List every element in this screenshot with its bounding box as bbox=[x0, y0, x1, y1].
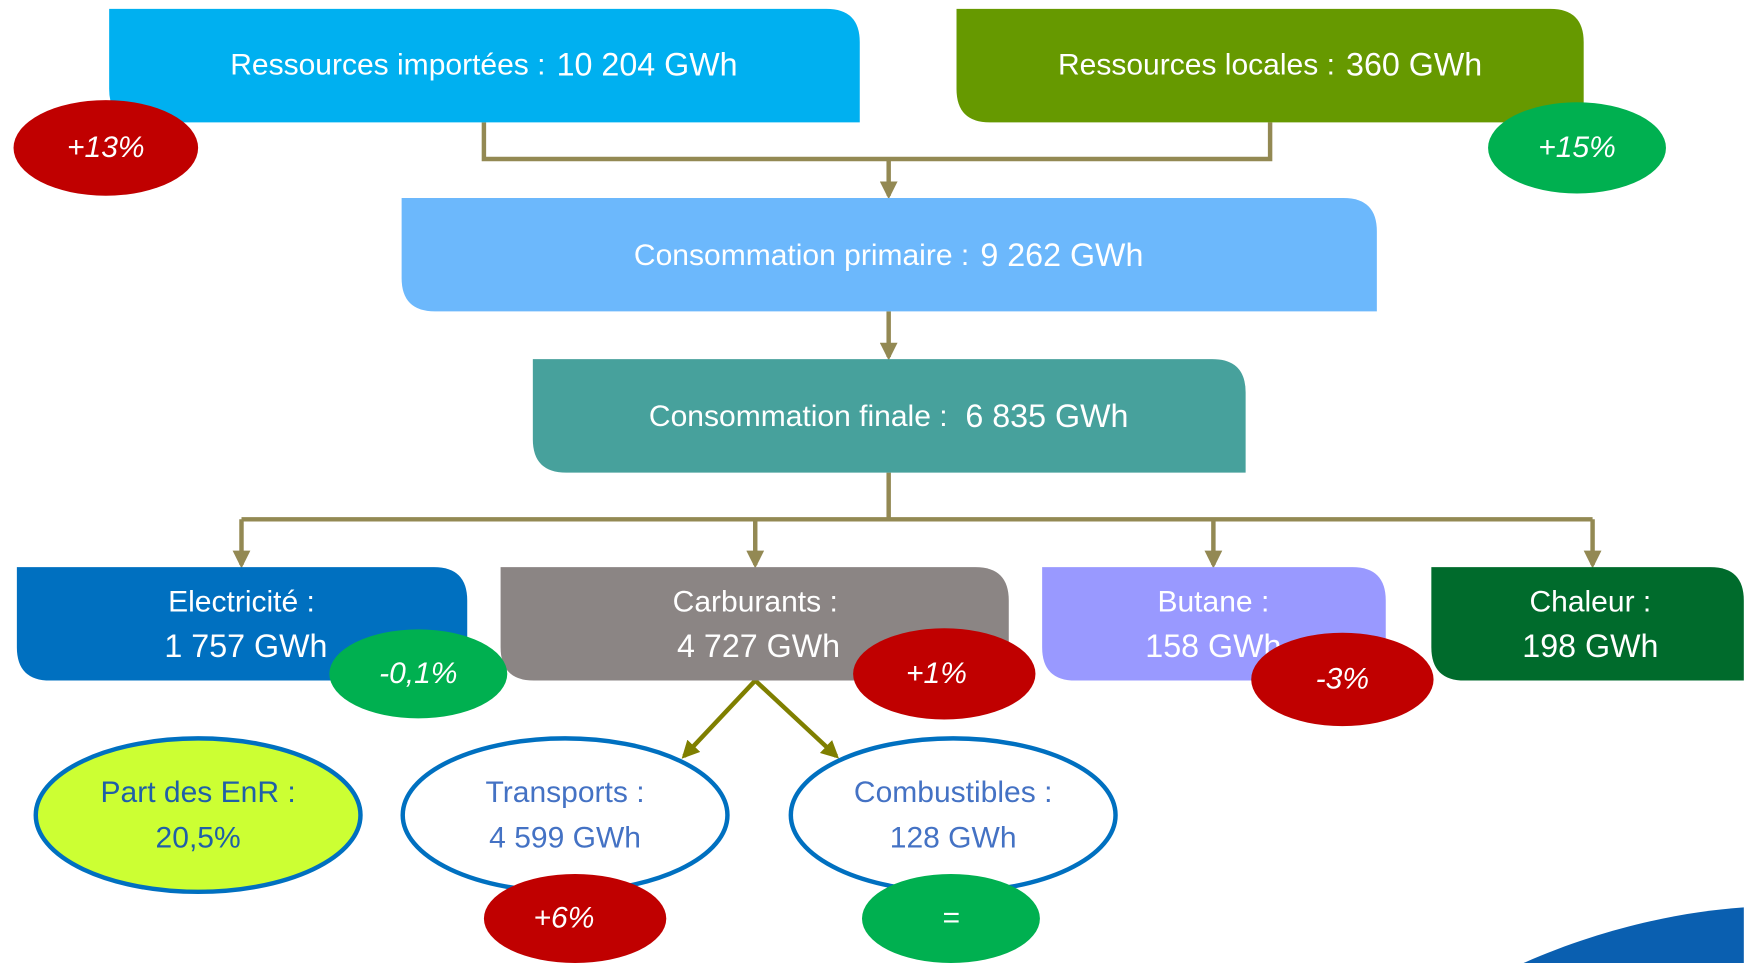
label: Electricité : bbox=[168, 586, 315, 619]
label: Butane : bbox=[1157, 586, 1269, 619]
final-box bbox=[532, 359, 1246, 473]
label: Ressources importées : bbox=[230, 49, 545, 82]
local-text: Ressources locales : 360 GWh bbox=[1058, 46, 1482, 82]
value: 9 262 GWh bbox=[980, 236, 1143, 272]
value: 4 599 GWh bbox=[489, 822, 641, 855]
label: Combustibles : bbox=[854, 776, 1053, 809]
value: 4 727 GWh bbox=[677, 628, 840, 664]
change: -3% bbox=[1316, 662, 1369, 695]
change: +15% bbox=[1538, 131, 1616, 164]
value: 10 204 GWh bbox=[557, 46, 738, 82]
label: Part des EnR : bbox=[101, 776, 296, 809]
value: 1 757 GWh bbox=[164, 628, 327, 664]
badge bbox=[1251, 632, 1434, 727]
label: Chaleur : bbox=[1529, 586, 1651, 619]
value: 360 GWh bbox=[1346, 46, 1482, 82]
change: +1% bbox=[906, 657, 967, 690]
branch-box bbox=[1431, 567, 1744, 681]
badge bbox=[853, 628, 1036, 720]
value: 20,5% bbox=[156, 822, 241, 855]
label: Consommation primaire : bbox=[634, 239, 969, 272]
primary-box bbox=[401, 197, 1377, 312]
value: 198 GWh bbox=[1522, 628, 1658, 664]
badge bbox=[13, 100, 199, 196]
badge bbox=[329, 629, 508, 719]
use-oval bbox=[788, 736, 1118, 895]
enr-oval bbox=[33, 736, 363, 895]
use-oval bbox=[400, 736, 730, 895]
value: 6 835 GWh bbox=[965, 398, 1128, 434]
connectors bbox=[232, 122, 1602, 759]
label: Ressources locales : bbox=[1058, 49, 1335, 82]
local-box bbox=[956, 8, 1584, 123]
decoration bbox=[1523, 907, 1744, 963]
change: +6% bbox=[534, 902, 595, 935]
change: +13% bbox=[67, 131, 145, 164]
badge bbox=[483, 874, 667, 963]
primary-text: Consommation primaire : 9 262 GWh bbox=[634, 236, 1143, 272]
change: = bbox=[942, 902, 960, 935]
imported-text: Ressources importées : 10 204 GWh bbox=[230, 46, 737, 82]
value: 128 GWh bbox=[890, 822, 1017, 855]
badge bbox=[1488, 102, 1666, 194]
label: Consommation finale : bbox=[649, 400, 948, 433]
imported-box bbox=[109, 8, 860, 123]
final-text: Consommation finale : 6 835 GWh bbox=[649, 398, 1128, 434]
label: Transports : bbox=[486, 776, 645, 809]
label: Carburants : bbox=[673, 586, 838, 619]
change: -0,1% bbox=[379, 657, 457, 690]
value: 158 GWh bbox=[1145, 628, 1281, 664]
badge bbox=[861, 874, 1040, 963]
